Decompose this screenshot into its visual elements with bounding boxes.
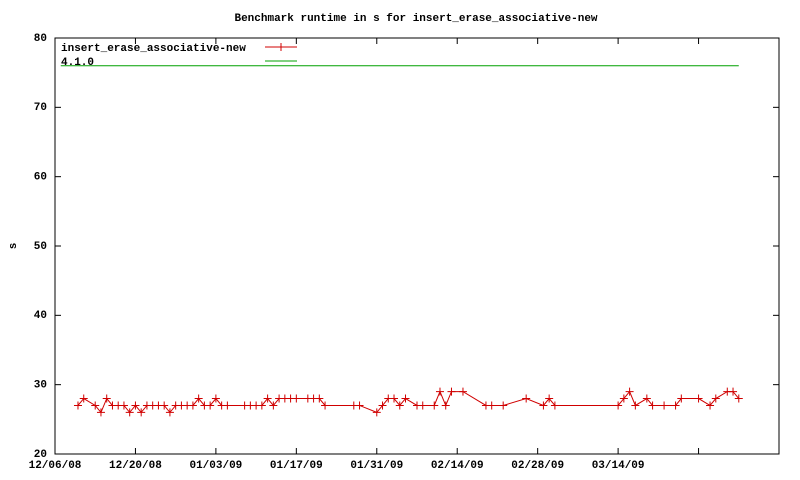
legend-label: insert_erase_associative-new [61,43,246,55]
point-marker [435,387,444,396]
point-marker [441,401,450,410]
y-tick-label: 80 [34,33,47,45]
point-marker [102,394,111,403]
y-tick-label: 30 [34,380,47,392]
point-marker [79,394,88,403]
y-axis-label: s [8,243,20,250]
point-marker [119,401,128,410]
point-marker [223,401,232,410]
x-tick-label: 03/14/09 [592,460,645,472]
point-marker [165,408,174,417]
x-tick-label: 12/20/08 [109,460,162,472]
point-marker [539,401,548,410]
point-marker [614,401,623,410]
point-marker [430,401,439,410]
x-tick-label: 01/03/09 [189,460,242,472]
point-marker [734,394,743,403]
y-tick-label: 70 [34,102,47,114]
point-marker [372,408,381,417]
point-marker [545,394,554,403]
point-marker [315,394,324,403]
x-tick-label: 02/14/09 [431,460,484,472]
point-marker [188,401,197,410]
point-marker [125,408,134,417]
legend-marker [277,43,285,51]
point-marker [418,401,427,410]
point-marker [131,401,140,410]
y-tick-label: 40 [34,310,47,322]
point-marker [729,387,738,396]
point-marker [395,401,404,410]
point-marker [355,401,364,410]
y-tick-label: 50 [34,241,47,253]
point-marker [642,394,651,403]
point-marker [206,401,215,410]
point-marker [160,401,169,410]
point-marker [694,394,703,403]
point-marker [648,401,657,410]
chart-title: Benchmark runtime in s for insert_erase_… [234,13,597,25]
point-marker [137,408,146,417]
point-marker [263,394,272,403]
point-marker [447,387,456,396]
point-marker [96,408,105,417]
point-marker [211,394,220,403]
point-marker [73,401,82,410]
x-tick-label: 01/31/09 [350,460,403,472]
y-tick-label: 60 [34,172,47,184]
point-marker [711,394,720,403]
point-marker [194,394,203,403]
point-marker [487,401,496,410]
point-marker [458,387,467,396]
point-marker [522,394,531,403]
point-marker [257,401,266,410]
point-marker [321,401,330,410]
x-tick-label: 02/28/09 [511,460,564,472]
x-tick-label: 01/17/09 [270,460,323,472]
point-marker [625,387,634,396]
y-tick-label: 20 [34,449,47,461]
point-marker [91,401,100,410]
point-marker [390,394,399,403]
legend-label: 4.1.0 [61,57,94,69]
point-marker [706,401,715,410]
point-marker [269,401,278,410]
point-marker [631,401,640,410]
point-marker [550,401,559,410]
point-marker [292,394,301,403]
point-marker [660,401,669,410]
point-marker [378,401,387,410]
point-marker [677,394,686,403]
point-marker [619,394,628,403]
x-tick-label: 12/06/08 [29,460,82,472]
point-marker [671,401,680,410]
point-marker [401,394,410,403]
point-marker [499,401,508,410]
